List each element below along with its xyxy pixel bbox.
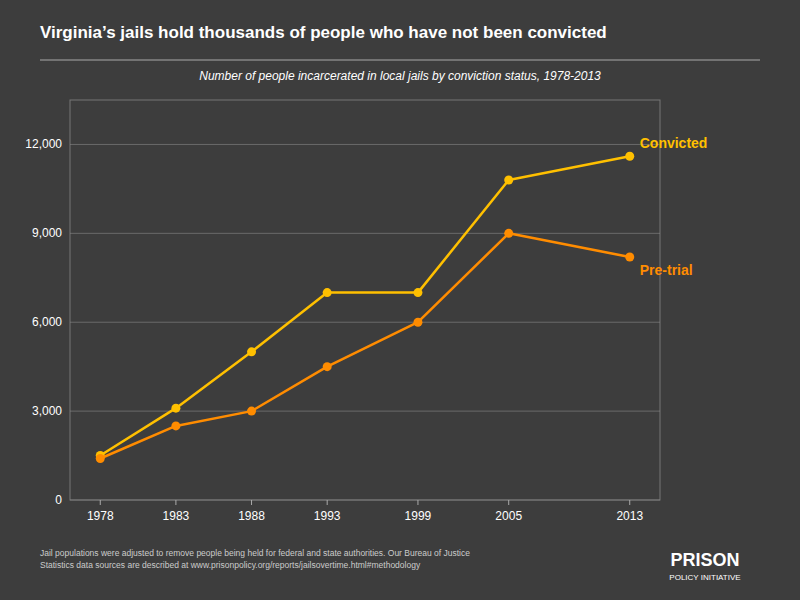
- x-tick-label: 1983: [163, 509, 190, 523]
- y-tick-label: 6,000: [32, 315, 62, 329]
- series-marker: [171, 404, 180, 413]
- grid-line: [70, 411, 660, 412]
- x-tick: [251, 500, 252, 505]
- series-marker: [171, 421, 180, 430]
- x-tick-label: 2013: [616, 509, 643, 523]
- x-tick: [629, 500, 630, 505]
- series-line: [100, 233, 629, 458]
- series-marker: [96, 454, 105, 463]
- series-marker: [504, 176, 513, 185]
- grid-line: [70, 233, 660, 234]
- annotation: PRISON: [670, 550, 739, 570]
- chart-container: Virginia’s jails hold thousands of peopl…: [0, 0, 800, 600]
- title: Virginia’s jails hold thousands of peopl…: [40, 23, 607, 42]
- series-marker: [323, 288, 332, 297]
- chart: Virginia’s jails hold thousands of peopl…: [0, 0, 800, 600]
- y-tick-label: 9,000: [32, 226, 62, 240]
- x-tick-label: 1999: [405, 509, 432, 523]
- x-tick: [175, 500, 176, 505]
- y-tick-label: 12,000: [25, 137, 62, 151]
- plot-frame: [70, 100, 660, 500]
- grid-line: [70, 144, 660, 145]
- series-marker: [323, 362, 332, 371]
- series-label: Pre-trial: [640, 262, 693, 278]
- x-tick: [100, 500, 101, 505]
- annotation: POLICY INITIATIVE: [669, 573, 740, 582]
- series-marker: [413, 318, 422, 327]
- series-line: [100, 156, 629, 455]
- series-marker: [625, 152, 634, 161]
- y-tick-label: 3,000: [32, 404, 62, 418]
- grid-line: [70, 322, 660, 323]
- series-marker: [247, 347, 256, 356]
- grid-line: [70, 500, 660, 501]
- subtitle: Number of people incarcerated in local j…: [199, 69, 601, 83]
- series-marker: [413, 288, 422, 297]
- series-marker: [247, 407, 256, 416]
- x-tick: [327, 500, 328, 505]
- plot-area: [96, 152, 634, 463]
- x-tick-label: 1978: [87, 509, 114, 523]
- x-tick-label: 1988: [238, 509, 265, 523]
- footnote: Jail populations were adjusted to remove…: [40, 548, 470, 570]
- x-tick: [508, 500, 509, 505]
- series-marker: [504, 229, 513, 238]
- series-label: Convicted: [640, 135, 708, 151]
- x-tick: [417, 500, 418, 505]
- y-tick-label: 0: [55, 493, 62, 507]
- x-tick-label: 2005: [495, 509, 522, 523]
- background: [0, 0, 800, 600]
- x-tick-label: 1993: [314, 509, 341, 523]
- separator: [40, 60, 760, 61]
- series-marker: [625, 253, 634, 262]
